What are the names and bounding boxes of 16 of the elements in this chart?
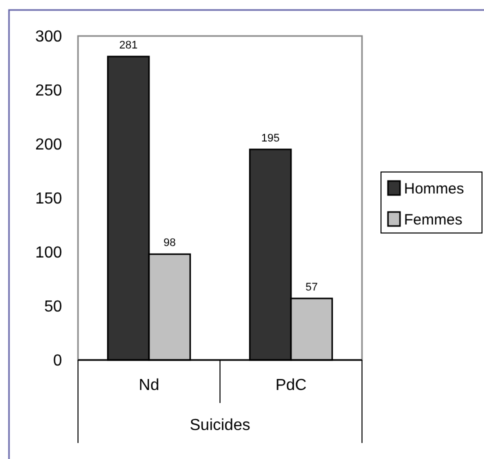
y-tick-label: 300 [35, 28, 62, 46]
x-tick-label: PdC [275, 377, 307, 394]
data-label: 195 [261, 132, 280, 144]
y-tick-label: 200 [35, 136, 62, 154]
y-tick-label: 50 [44, 298, 62, 316]
y-tick-label: 0 [53, 352, 62, 370]
data-label: 98 [163, 237, 176, 250]
x-axis-title: Suicides [190, 417, 250, 434]
x-tick-label: Nd [138, 377, 160, 394]
legend-label: Femmes [404, 211, 462, 228]
data-label: 57 [305, 281, 318, 294]
y-tick-label: 250 [35, 82, 62, 100]
y-tick-label: 100 [35, 244, 62, 262]
data-label: 281 [119, 40, 138, 52]
legend-label: Hommes [404, 180, 464, 198]
y-tick-label: 150 [35, 190, 62, 208]
